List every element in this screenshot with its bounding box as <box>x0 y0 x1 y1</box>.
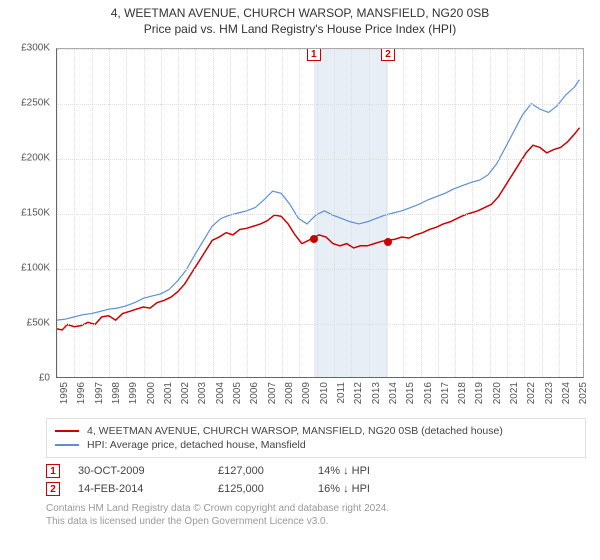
x-tick-label: 2025 <box>578 382 589 404</box>
sale-marker-dot <box>384 238 392 246</box>
sale-price: £127,000 <box>218 465 318 477</box>
footer-copyright: Contains HM Land Registry data © Crown c… <box>46 502 586 515</box>
x-tick-label: 2022 <box>526 382 537 404</box>
x-tick-label: 2024 <box>561 382 572 404</box>
sale-price: £125,000 <box>218 483 318 495</box>
sale-number-box: 2 <box>46 482 60 496</box>
sale-marker-box: 1 <box>307 48 321 61</box>
x-tick-label: 2016 <box>423 382 434 404</box>
x-tick-label: 2018 <box>457 382 468 404</box>
x-tick-label: 2006 <box>249 382 260 404</box>
x-tick-label: 1998 <box>111 382 122 404</box>
legend-row: HPI: Average price, detached house, Mans… <box>55 439 577 451</box>
x-tick-label: 2021 <box>509 382 520 404</box>
title-subtitle: Price paid vs. HM Land Registry's House … <box>0 22 600 36</box>
sale-date: 14-FEB-2014 <box>78 483 218 495</box>
gridline-horizontal <box>57 269 583 270</box>
line-series-svg <box>57 49 583 377</box>
x-tick-label: 2007 <box>267 382 278 404</box>
y-tick-label: £100K <box>21 263 50 274</box>
x-tick-label: 2003 <box>197 382 208 404</box>
gridline-horizontal <box>57 159 583 160</box>
gridline-horizontal <box>57 214 583 215</box>
sale-marker-dot <box>310 235 318 243</box>
x-tick-label: 1995 <box>59 382 70 404</box>
plot-area: 12 <box>56 48 584 378</box>
series-hpi <box>57 80 580 321</box>
footer-licence: This data is licensed under the Open Gov… <box>46 515 586 528</box>
x-tick-label: 2019 <box>474 382 485 404</box>
x-tick-label: 2009 <box>301 382 312 404</box>
y-tick-label: £300K <box>21 43 50 54</box>
sale-hpi-delta: 16% ↓ HPI <box>318 483 438 495</box>
x-tick-label: 1996 <box>76 382 87 404</box>
gridline-horizontal <box>57 104 583 105</box>
x-tick-label: 2013 <box>371 382 382 404</box>
sales-row: 1 30-OCT-2009£127,00014% ↓ HPI <box>46 464 586 478</box>
x-tick-label: 2012 <box>353 382 364 404</box>
x-tick-label: 2017 <box>440 382 451 404</box>
x-tick-label: 2004 <box>215 382 226 404</box>
x-tick-label: 2002 <box>180 382 191 404</box>
legend-row: 4, WEETMAN AVENUE, CHURCH WARSOP, MANSFI… <box>55 425 577 437</box>
y-tick-label: £200K <box>21 153 50 164</box>
y-tick-label: £0 <box>39 373 50 384</box>
legend: 4, WEETMAN AVENUE, CHURCH WARSOP, MANSFI… <box>46 418 586 458</box>
sale-date: 30-OCT-2009 <box>78 465 218 477</box>
legend-swatch <box>55 444 79 446</box>
y-tick-label: £250K <box>21 98 50 109</box>
x-tick-label: 2023 <box>544 382 555 404</box>
x-tick-label: 2011 <box>336 382 347 404</box>
x-tick-label: 2005 <box>232 382 243 404</box>
title-block: 4, WEETMAN AVENUE, CHURCH WARSOP, MANSFI… <box>0 0 600 38</box>
sale-marker-box: 2 <box>381 48 395 61</box>
legend-swatch <box>55 430 79 432</box>
x-tick-label: 2020 <box>492 382 503 404</box>
x-tick-label: 2010 <box>319 382 330 404</box>
footer: Contains HM Land Registry data © Crown c… <box>46 502 586 528</box>
gridline-horizontal <box>57 324 583 325</box>
x-tick-label: 2014 <box>388 382 399 404</box>
x-tick-label: 1997 <box>94 382 105 404</box>
chart-container: 4, WEETMAN AVENUE, CHURCH WARSOP, MANSFI… <box>0 0 600 528</box>
legend-label: HPI: Average price, detached house, Mans… <box>87 439 306 451</box>
legend-label: 4, WEETMAN AVENUE, CHURCH WARSOP, MANSFI… <box>87 425 503 437</box>
title-address: 4, WEETMAN AVENUE, CHURCH WARSOP, MANSFI… <box>0 6 600 20</box>
y-tick-label: £150K <box>21 208 50 219</box>
sales-table: 1 30-OCT-2009£127,00014% ↓ HPI 2 14-FEB-201… <box>46 464 586 496</box>
x-tick-label: 2001 <box>163 382 174 404</box>
chart-area: £0£50K£100K£150K£200K£250K£300K 12 19951… <box>10 42 590 412</box>
x-axis: 1995 1996 1997 1998 1999 2000 2001 2002 2003 2004… <box>56 380 584 410</box>
x-tick-label: 2000 <box>146 382 157 404</box>
x-tick-label: 2008 <box>284 382 295 404</box>
y-tick-label: £50K <box>27 318 50 329</box>
x-tick-label: 1999 <box>128 382 139 404</box>
x-tick-label: 2015 <box>405 382 416 404</box>
sales-row: 2 14-FEB-2014£125,00016% ↓ HPI <box>46 482 586 496</box>
y-axis: £0 £50K £100K £150K £200K £250K £300K <box>10 42 54 412</box>
sale-number-box: 1 <box>46 464 60 478</box>
sale-hpi-delta: 14% ↓ HPI <box>318 465 438 477</box>
